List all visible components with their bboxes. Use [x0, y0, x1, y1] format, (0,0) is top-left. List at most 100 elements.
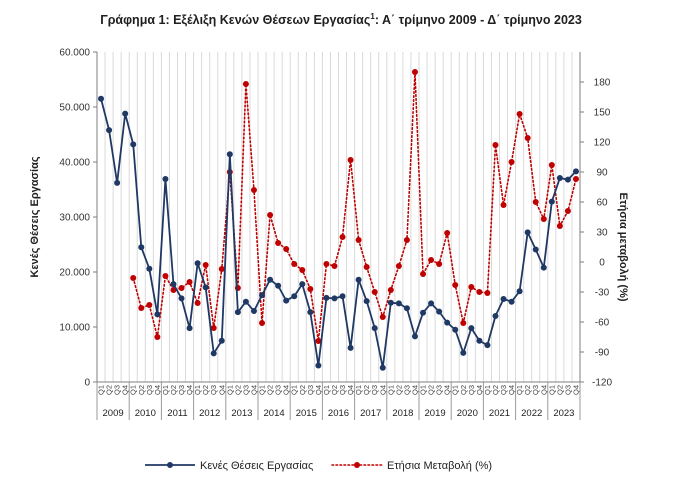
- quarter-tick-label: Q1: [386, 385, 395, 395]
- vacancies-point: [395, 300, 402, 307]
- vacancies-point: [162, 176, 169, 183]
- vacancies-point: [428, 300, 435, 307]
- change-point: [267, 212, 274, 218]
- legend-change-label: Ετήσια Μεταβολή (%): [387, 460, 492, 472]
- quarter-tick-label: Q3: [177, 385, 186, 395]
- vacancies-point: [259, 292, 266, 299]
- quarter-tick-label: Q1: [129, 385, 138, 395]
- quarter-tick-label: Q2: [362, 385, 371, 395]
- change-point: [339, 234, 346, 240]
- vacancies-point: [178, 295, 185, 302]
- right-tick-label: 180: [594, 78, 611, 89]
- change-point: [564, 208, 571, 214]
- legend-vacancies-marker: [167, 462, 173, 468]
- change-point: [323, 261, 330, 267]
- change-point: [444, 230, 451, 236]
- change-point: [283, 246, 290, 252]
- change-point: [186, 279, 193, 285]
- quarter-tick-label: Q2: [330, 385, 339, 395]
- change-point: [484, 290, 491, 296]
- vacancies-point: [379, 364, 386, 371]
- right-tick-label: 0: [599, 258, 605, 269]
- right-tick-label: 150: [594, 108, 611, 119]
- left-tick-label: 60.000: [59, 48, 90, 59]
- change-point: [275, 240, 282, 246]
- vacancies-point: [436, 308, 443, 315]
- quarter-tick-label: Q4: [443, 385, 452, 395]
- vacancies-point: [186, 325, 193, 332]
- change-point: [146, 302, 153, 308]
- vacancies-point: [508, 298, 515, 305]
- change-point: [138, 305, 145, 311]
- vacancies-point: [242, 298, 249, 305]
- vacancies-point: [226, 151, 233, 158]
- quarter-tick-label: Q4: [185, 385, 194, 395]
- year-label: 2012: [199, 408, 220, 419]
- change-point: [202, 262, 209, 268]
- quarter-tick-label: Q2: [427, 385, 436, 395]
- quarter-tick-label: Q4: [539, 385, 548, 395]
- change-point: [540, 216, 547, 222]
- year-label: 2015: [296, 408, 317, 419]
- vacancies-point: [564, 176, 571, 183]
- vacancies-point: [516, 288, 523, 295]
- quarter-tick-label: Q1: [161, 385, 170, 395]
- vacancies-point: [106, 127, 113, 134]
- change-series: [130, 69, 579, 344]
- quarter-tick-label: Q1: [354, 385, 363, 395]
- quarter-tick-label: Q1: [419, 385, 428, 395]
- right-tick-label: 90: [596, 168, 608, 179]
- year-label: 2019: [425, 408, 446, 419]
- vacancies-point: [218, 337, 225, 344]
- vacancies-point: [500, 295, 507, 302]
- right-tick-label: 30: [596, 228, 608, 239]
- quarter-tick-label: Q3: [402, 385, 411, 395]
- quarter-tick-label: Q4: [571, 385, 580, 395]
- quarter-tick-label: Q4: [475, 385, 484, 395]
- change-point: [500, 202, 507, 208]
- left-tick-label: 0: [84, 378, 90, 389]
- change-point: [307, 286, 314, 292]
- change-point: [556, 223, 563, 229]
- vacancies-point: [275, 282, 282, 289]
- vacancies-point: [291, 293, 298, 300]
- change-point: [331, 263, 338, 269]
- vacancies-point: [283, 297, 290, 304]
- change-point: [242, 81, 249, 87]
- quarter-tick-label: Q2: [105, 385, 114, 395]
- change-point: [476, 289, 483, 295]
- legend: Κενές Θέσεις Εργασίας Ετήσια Μεταβολή (%…: [145, 460, 492, 472]
- vacancies-point: [194, 260, 201, 267]
- year-label: 2022: [521, 408, 542, 419]
- vacancies-point: [524, 229, 531, 236]
- quarter-tick-label: Q2: [491, 385, 500, 395]
- quarter-tick-label: Q1: [258, 385, 267, 395]
- right-tick-label: -120: [592, 378, 612, 389]
- quarter-tick-label: Q3: [499, 385, 508, 395]
- quarter-tick-label: Q1: [193, 385, 202, 395]
- quarter-tick-label: Q3: [306, 385, 315, 395]
- vacancies-point: [315, 362, 322, 369]
- change-point: [371, 289, 378, 295]
- year-label: 2023: [553, 408, 574, 419]
- x-axis-year-labels: 2009 2010 2011 2012 2013 2014 2015 2016 2017 2018…: [96, 382, 581, 420]
- quarter-tick-label: Q3: [241, 385, 250, 395]
- vacancies-point: [420, 309, 427, 316]
- quarter-tick-label: Q1: [225, 385, 234, 395]
- change-point: [572, 176, 579, 182]
- quarter-tick-label: Q4: [282, 385, 291, 395]
- quarter-tick-label: Q1: [547, 385, 556, 395]
- vacancies-point: [154, 311, 161, 318]
- change-point: [178, 285, 185, 291]
- quarter-tick-label: Q3: [467, 385, 476, 395]
- year-label: 2017: [360, 408, 381, 419]
- change-point: [210, 325, 217, 331]
- right-tick-label: -60: [595, 318, 610, 329]
- vacancies-point: [210, 350, 217, 357]
- change-point: [347, 157, 354, 163]
- vacancies-point: [411, 333, 418, 340]
- change-point: [299, 267, 306, 273]
- quarter-tick-label: Q3: [531, 385, 540, 395]
- quarter-tick-label: Q2: [459, 385, 468, 395]
